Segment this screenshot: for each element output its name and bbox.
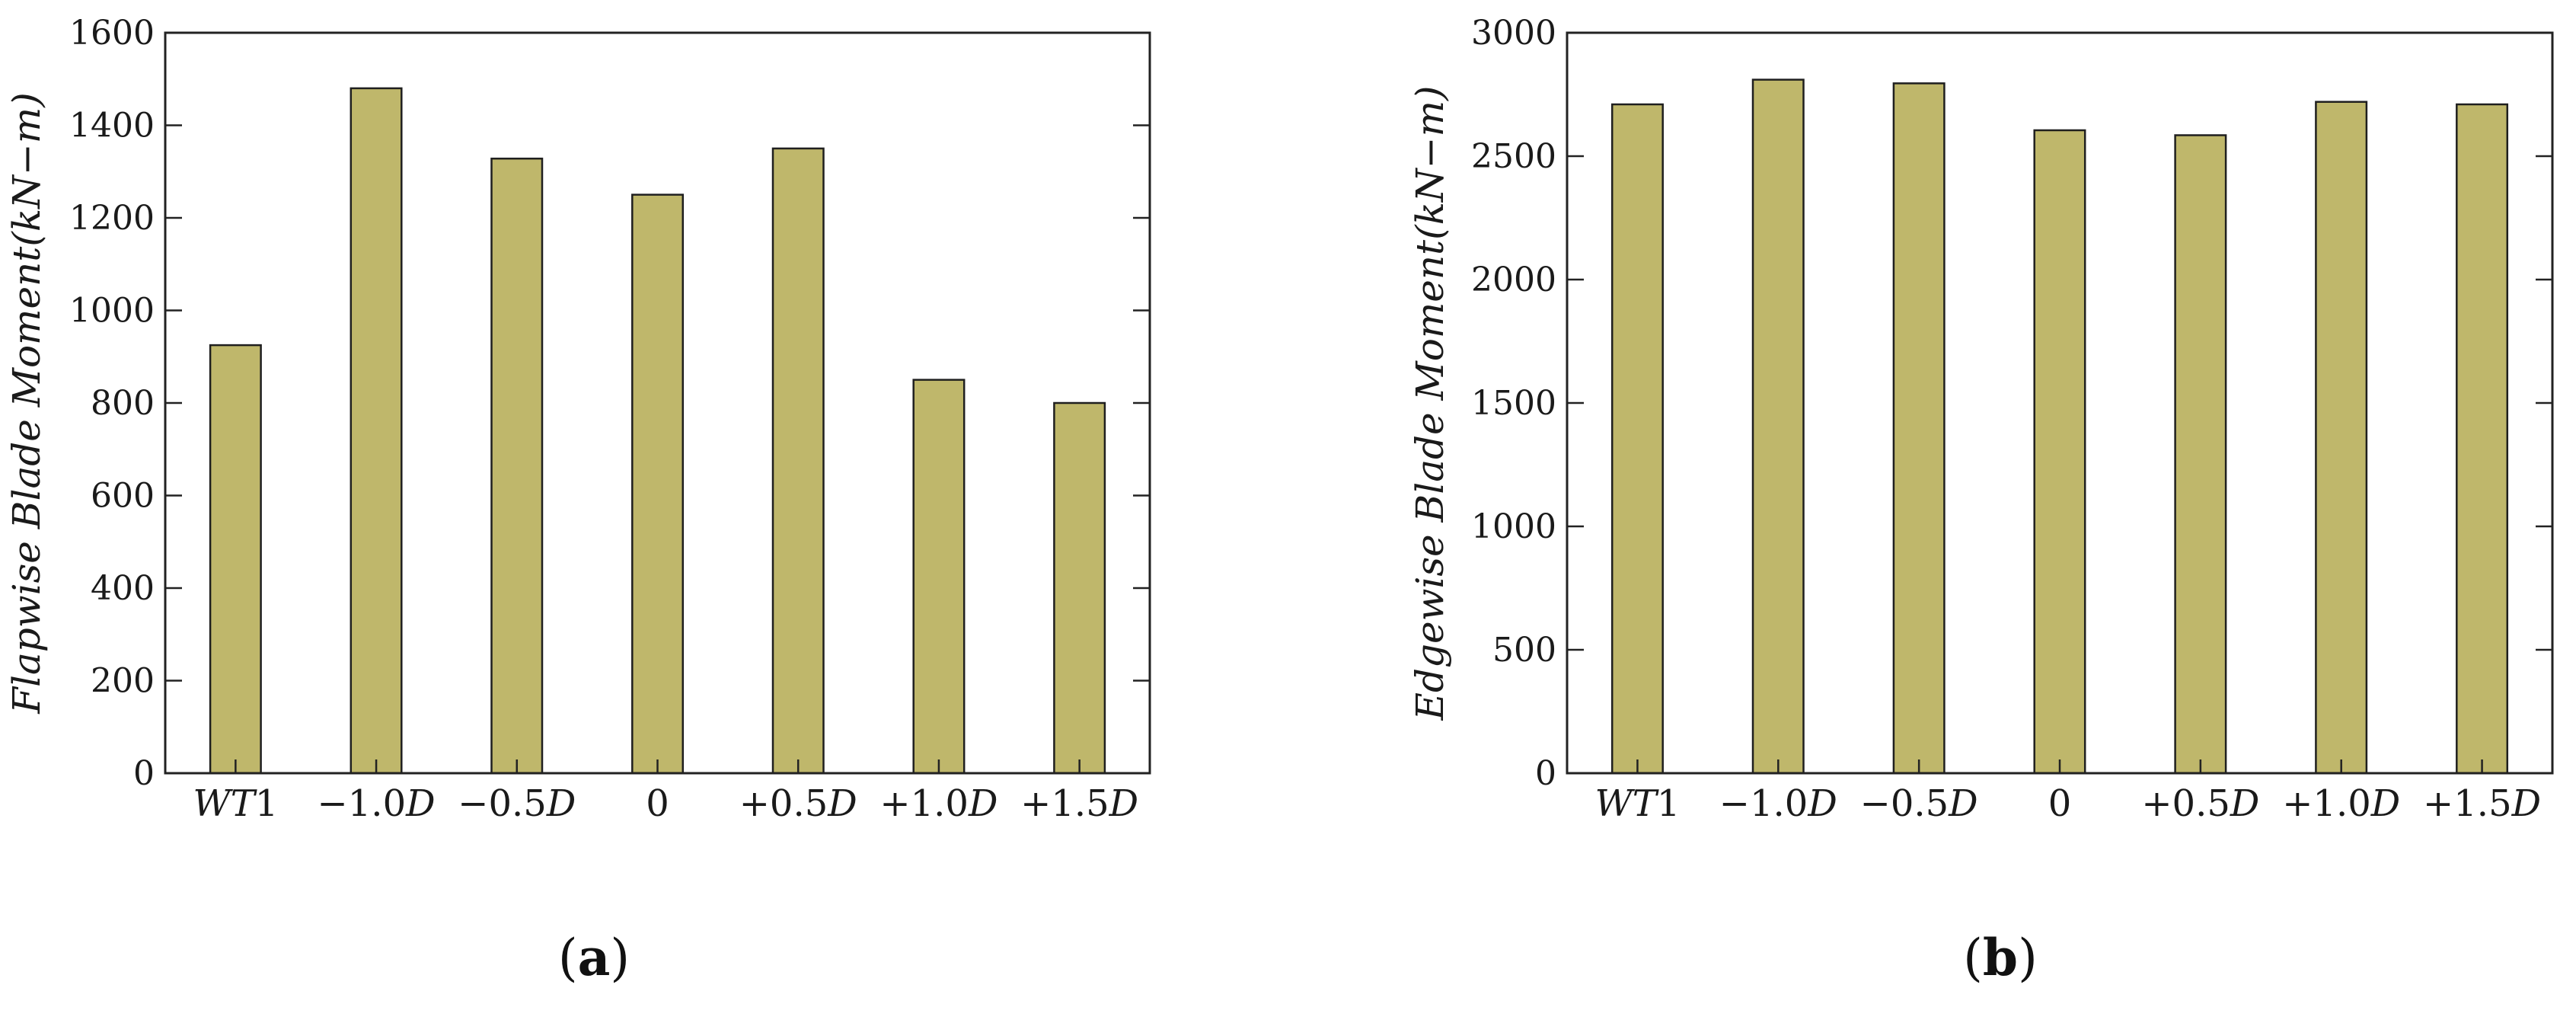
y-tick-label: 1400 (69, 107, 155, 145)
bar-4 (771, 147, 825, 775)
y-tick-label: 0 (1535, 754, 1556, 793)
y-tick-label: 1600 (69, 14, 155, 53)
y-tick-label: 1200 (69, 199, 155, 238)
bar-6 (2456, 103, 2509, 775)
x-tick-label: +1.5D (1020, 782, 1138, 825)
y-tick-label: 500 (1492, 631, 1556, 670)
bar-1 (350, 87, 403, 775)
panel-label: (a) (558, 928, 630, 987)
panel-label: (b) (1963, 928, 2038, 987)
y-axis-title: Flapwise Blade Moment(kN−m) (5, 92, 49, 714)
x-tick-label: +0.5D (2141, 782, 2259, 825)
x-tick-label: +0.5D (739, 782, 857, 825)
x-tick-label: WT1 (193, 782, 278, 825)
bar-4 (2174, 134, 2227, 775)
x-tick-label: +1.0D (2282, 782, 2400, 825)
bar-3 (2033, 129, 2086, 775)
bar-1 (1751, 78, 1805, 775)
x-tick-label: +1.0D (879, 782, 998, 825)
y-tick-label: 600 (91, 477, 155, 516)
y-axis-title: Edgewise Blade Moment(kN−m) (1408, 85, 1452, 721)
x-tick-label: −0.5D (458, 782, 576, 825)
chart-panel-b: 0 500 1000 1500 2000 2500 3000 WT1 −1.0D −0.5D 0 +0… (1408, 14, 2554, 987)
y-tick-label: 400 (91, 569, 155, 608)
x-tick-label: +1.5D (2423, 782, 2541, 825)
x-tick-label: 0 (2048, 782, 2072, 825)
x-tick-label: WT1 (1594, 782, 1680, 825)
y-tick-label: 0 (133, 754, 155, 793)
bar-5 (2315, 101, 2368, 775)
bar-5 (912, 379, 966, 775)
panel-letter: a (578, 928, 611, 987)
bar-0 (1610, 103, 1664, 775)
y-tick-label: 1500 (1471, 384, 1556, 423)
y-tick-label: 2500 (1471, 137, 1556, 176)
bar-2 (490, 157, 544, 775)
x-tick-label: −1.0D (318, 782, 436, 825)
x-tick-label: −0.5D (1860, 782, 1978, 825)
x-tick-label: 0 (646, 782, 669, 825)
chart-panel-a: 0 200 400 600 800 1000 1200 1400 1600 WT1 −1.0D −0.… (5, 14, 1151, 987)
panel-letter: b (1983, 928, 2018, 987)
y-tick-label: 1000 (69, 292, 155, 331)
y-tick-label: 2000 (1471, 261, 1556, 299)
y-tick-label: 1000 (1471, 507, 1556, 546)
bar-0 (209, 344, 262, 775)
y-tick-label: 800 (91, 384, 155, 423)
bar-2 (1892, 82, 1946, 775)
x-tick-label: −1.0D (1719, 782, 1837, 825)
y-tick-label: 3000 (1471, 14, 1556, 53)
bar-3 (631, 193, 685, 775)
bar-6 (1053, 401, 1106, 775)
y-tick-label: 200 (91, 662, 155, 701)
